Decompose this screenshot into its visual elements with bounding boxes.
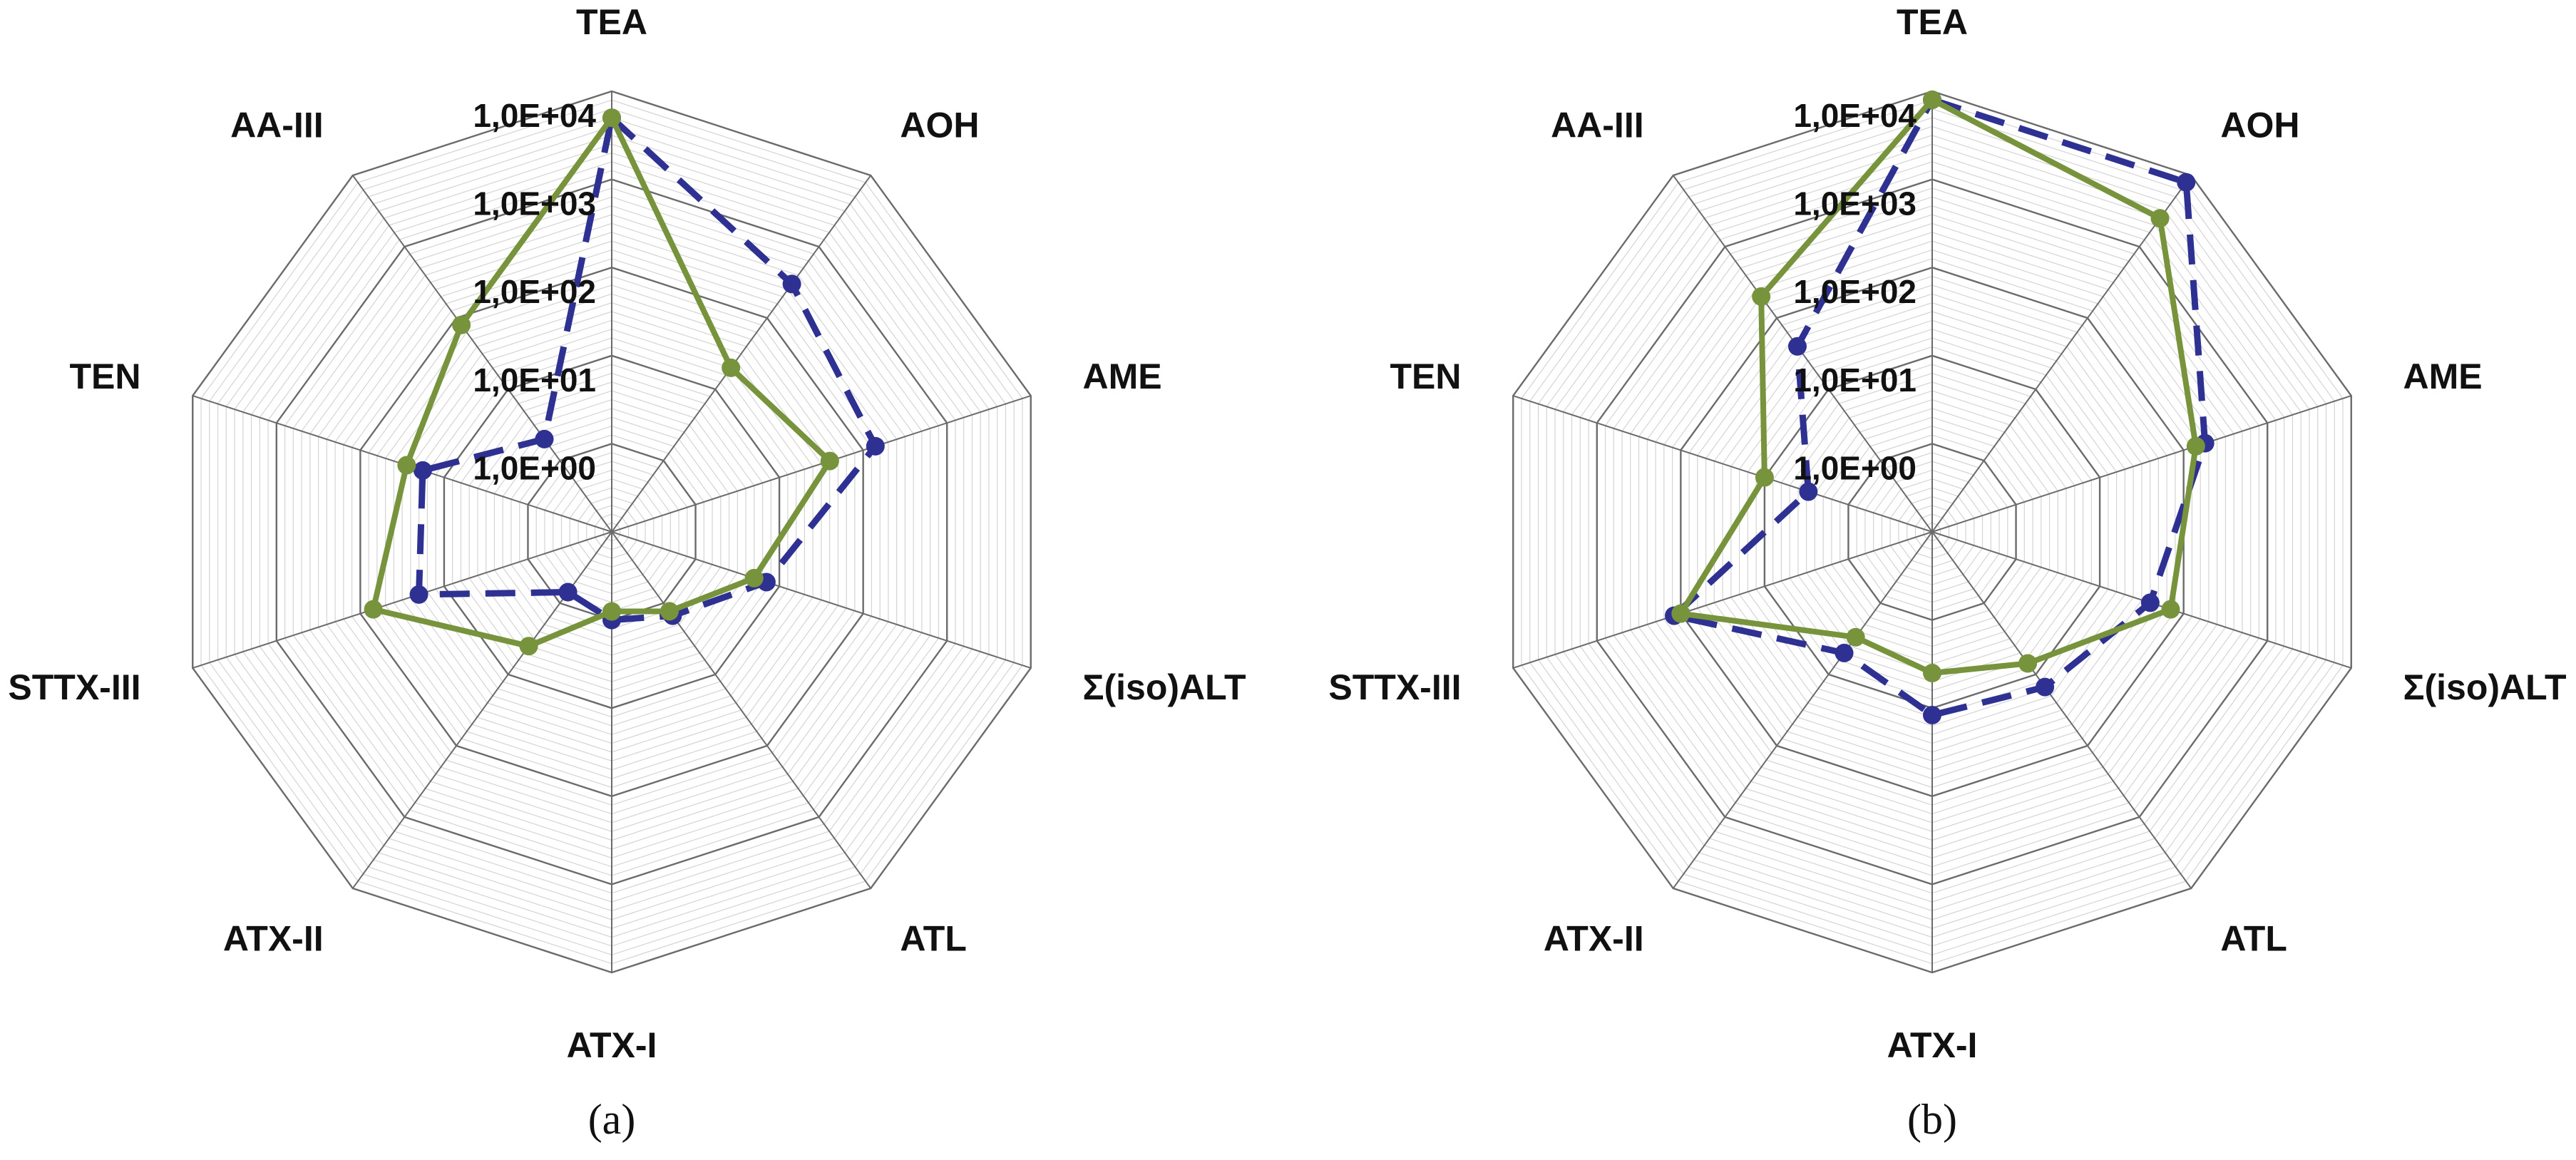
radar-panel-a: 1,0E+00 1,0E+01 1,0E+02 1,0E+03 1,0E+04 TEA AO…	[8, 2, 1246, 1065]
series-line	[1671, 96, 2209, 719]
data-point-ame	[866, 436, 885, 456]
data-point-atl	[660, 602, 679, 621]
data-point-tea	[1923, 90, 1941, 109]
data-point-ame	[820, 451, 839, 471]
grid-spoke	[1512, 395, 1933, 533]
data-point-sttx-iii	[364, 600, 383, 619]
axis-label-atx-i: ATX-I	[1887, 1025, 1978, 1065]
grid-spoke	[611, 531, 872, 889]
data-point-aa-iii	[535, 429, 554, 448]
series-line	[416, 114, 879, 624]
axis-label-atl: ATL	[2220, 918, 2287, 958]
panel-label-a: (a)	[588, 1096, 636, 1143]
series-solid-green	[1671, 90, 2205, 683]
tick-label: 1,0E+01	[473, 361, 596, 399]
data-point-atl	[2036, 677, 2055, 697]
data-point-aoh	[782, 274, 801, 294]
tick-label: 1,0E+04	[473, 97, 596, 134]
axis-label-aa-iii: AA-III	[230, 106, 324, 145]
axis-label-atx-i: ATX-I	[567, 1025, 657, 1065]
data-point-aoh	[2150, 209, 2170, 228]
grid-spokes	[1512, 91, 2352, 972]
panel-label-b: (b)	[1907, 1096, 1957, 1143]
tick-label: 1,0E+01	[1793, 361, 1916, 399]
axis-label-atl: ATL	[900, 918, 966, 958]
data-point-atx-ii	[519, 637, 538, 656]
axis-label-ten: TEN	[1390, 356, 1462, 396]
data-point-atx-ii	[558, 582, 578, 602]
data-point-atx-ii	[1834, 643, 1854, 662]
axis-label-tea: TEA	[1897, 2, 1968, 42]
axis-label-sigma-iso-alt: Σ(iso)ALT	[1082, 667, 1246, 707]
data-point-tea	[602, 108, 621, 128]
grid-spoke	[611, 175, 872, 533]
data-point-aa-iii	[1787, 337, 1807, 356]
data-point-sigma-iso-alt	[2140, 593, 2160, 612]
tick-label: 1,0E+04	[1793, 97, 1916, 134]
grid-spoke	[1931, 395, 2352, 533]
axis-label-ame: AME	[2403, 356, 2482, 396]
data-point-atx-ii	[1846, 627, 1865, 647]
data-point-sttx-iii	[409, 585, 429, 604]
category-labels: TEA AOH AME Σ(iso)ALT ATL ATX-I ATX-II STTX-III…	[8, 2, 1246, 1065]
data-point-ten	[413, 461, 432, 480]
grid-spoke	[1931, 531, 2192, 889]
grid-spoke	[1672, 531, 1933, 889]
grid-spoke	[351, 175, 612, 533]
axis-label-aoh: AOH	[900, 106, 979, 145]
axis-label-sttx-iii: STTX-III	[1328, 667, 1461, 707]
axis-label-ame: AME	[1082, 356, 1161, 396]
axis-label-tea: TEA	[576, 2, 647, 42]
data-point-atx-i	[602, 602, 621, 621]
data-point-atl	[2018, 654, 2038, 673]
data-point-aoh	[722, 358, 741, 377]
tick-label: 1,0E+00	[473, 449, 596, 486]
data-point-ten	[1799, 482, 1818, 501]
data-point-aoh	[2177, 173, 2196, 192]
axis-label-aoh: AOH	[2220, 106, 2299, 145]
tick-label: 1,0E+00	[1793, 449, 1916, 486]
category-labels: TEA AOH AME Σ(iso)ALT ATL ATX-I ATX-II STTX-III…	[1328, 2, 2566, 1065]
data-point-atx-i	[1923, 705, 1941, 724]
tick-label: 1,0E+02	[1793, 273, 1916, 310]
tick-label: 1,0E+03	[473, 185, 596, 222]
grid-spoke	[1512, 531, 1933, 669]
grid-spoke	[192, 531, 612, 669]
axis-label-atx-ii: ATX-II	[1544, 918, 1644, 958]
tick-label: 1,0E+02	[473, 273, 596, 310]
data-point-sttx-iii	[1671, 604, 1690, 623]
data-point-sigma-iso-alt	[2161, 600, 2180, 619]
data-point-ten	[1755, 468, 1774, 487]
series-solid-green	[364, 108, 839, 656]
tick-label: 1,0E+03	[1793, 185, 1916, 222]
tick-labels: 1,0E+00 1,0E+01 1,0E+02 1,0E+03 1,0E+04	[1793, 97, 1916, 486]
axis-label-aa-iii: AA-III	[1551, 106, 1644, 145]
axis-label-sttx-iii: STTX-III	[8, 667, 140, 707]
data-point-ten	[397, 456, 416, 475]
data-point-aa-iii	[452, 315, 471, 334]
data-point-ame	[2186, 436, 2205, 456]
axis-label-ten: TEN	[70, 356, 141, 396]
tick-labels: 1,0E+00 1,0E+01 1,0E+02 1,0E+03 1,0E+04	[473, 97, 596, 486]
axis-label-atx-ii: ATX-II	[223, 918, 324, 958]
grid-spoke	[611, 531, 1032, 669]
grid-spoke	[1931, 175, 2192, 533]
data-point-aa-iii	[1752, 287, 1771, 306]
data-point-sigma-iso-alt	[744, 568, 764, 587]
axis-label-sigma-iso-alt: Σ(iso)ALT	[2403, 667, 2566, 707]
data-point-atx-i	[1923, 664, 1941, 683]
radar-panel-b: 1,0E+00 1,0E+01 1,0E+02 1,0E+03 1,0E+04 TEA AO…	[1328, 2, 2566, 1065]
